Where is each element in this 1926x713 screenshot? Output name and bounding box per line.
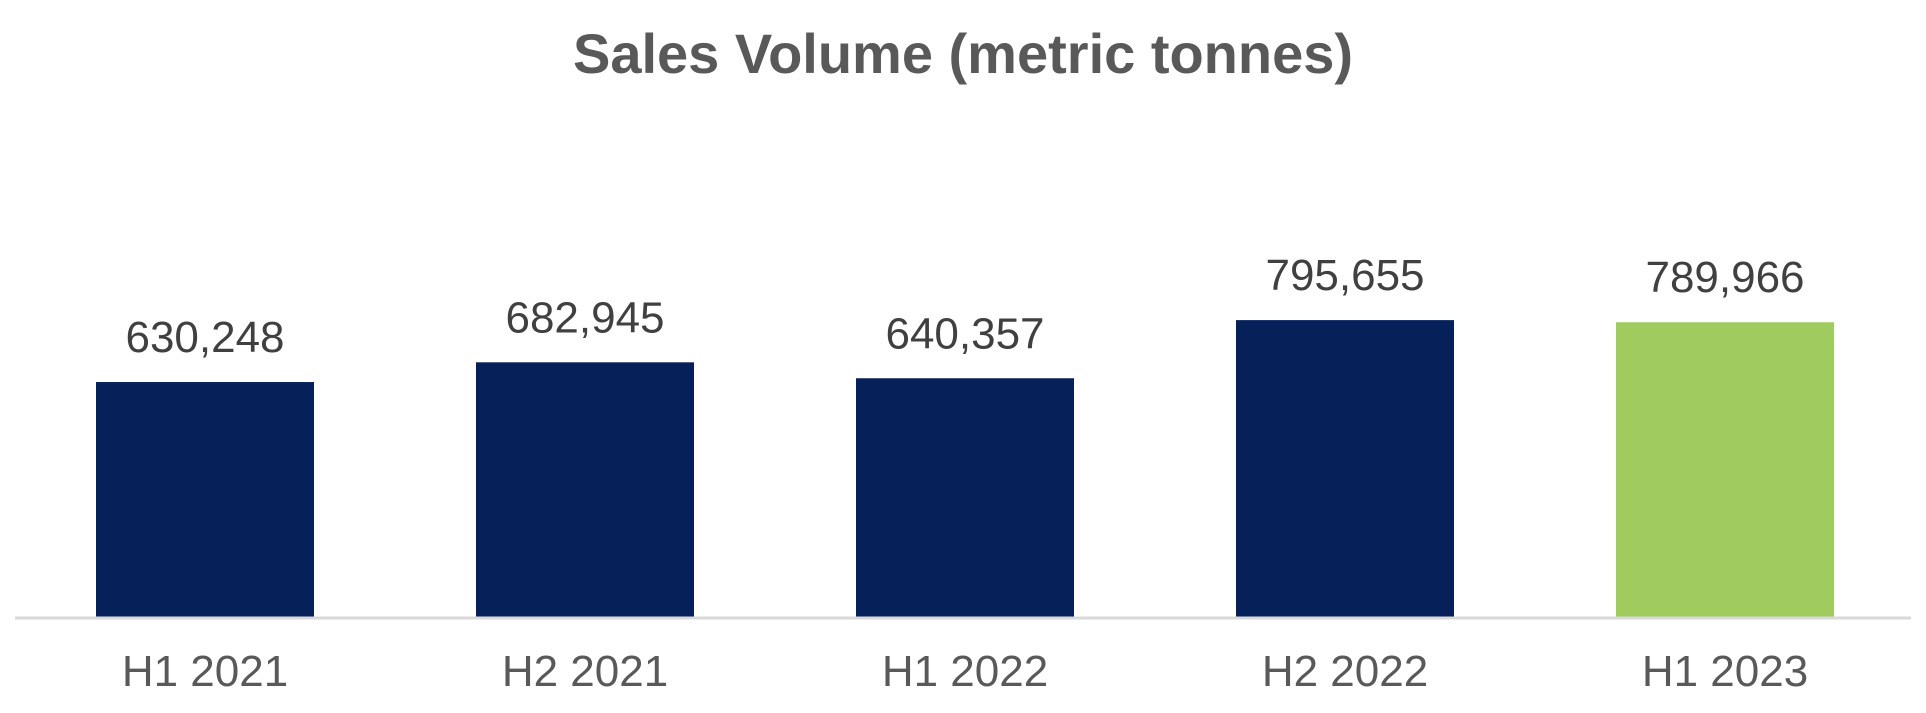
x-tick-label: H2 2022 <box>1262 647 1428 696</box>
chart-title: Sales Volume (metric tonnes) <box>573 22 1353 85</box>
x-tick-label: H1 2022 <box>882 647 1048 696</box>
bar-h2-2021 <box>476 362 694 618</box>
x-tick-label: H1 2021 <box>122 647 288 696</box>
data-label: 630,248 <box>125 313 284 362</box>
x-axis-tick-labels: H1 2021 H2 2021 H1 2022 H2 2022 H1 2023 <box>122 647 1808 696</box>
data-label: 682,945 <box>505 293 664 342</box>
bar-h2-2022 <box>1236 320 1454 618</box>
data-labels-group: 630,248 682,945 640,357 795,655 789,966 <box>125 251 1804 362</box>
x-tick-label: H2 2021 <box>502 647 668 696</box>
data-label: 640,357 <box>885 309 1044 358</box>
data-label: 789,966 <box>1645 253 1804 302</box>
bar-h1-2022 <box>856 378 1074 618</box>
bars-group <box>96 320 1834 618</box>
data-label: 795,655 <box>1265 251 1424 300</box>
x-tick-label: H1 2023 <box>1642 647 1808 696</box>
bar-h1-2023 <box>1616 322 1834 618</box>
bar-h1-2021 <box>96 382 314 618</box>
